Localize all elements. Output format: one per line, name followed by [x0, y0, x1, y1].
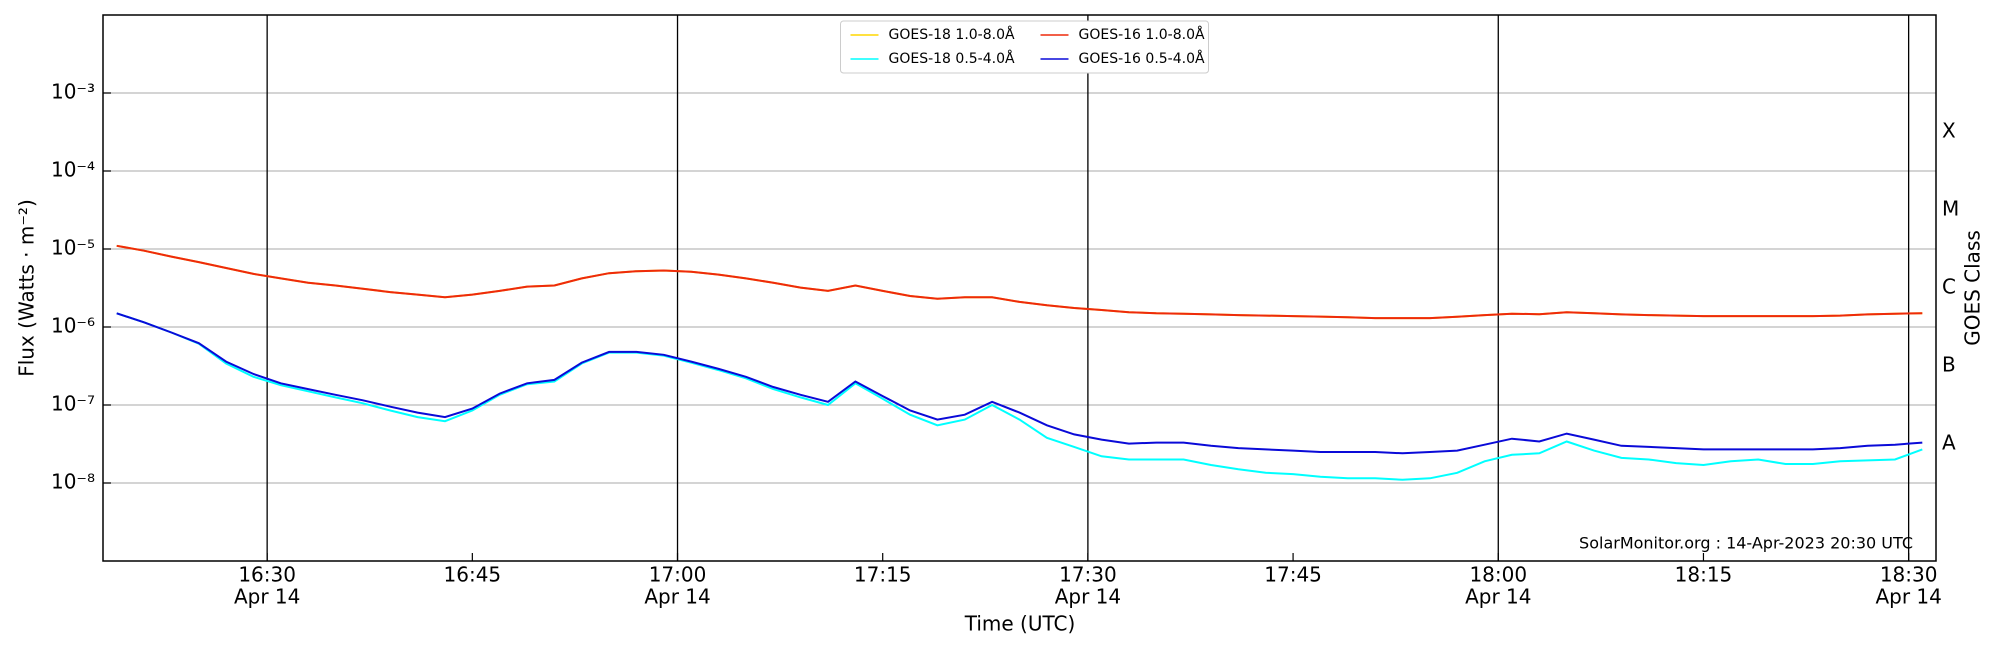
y-axis-label: Flux (Watts · m⁻²)	[15, 199, 39, 377]
y-tick-label: 10⁻⁶	[51, 314, 95, 338]
series-line	[116, 312, 1923, 481]
x-axis-label: Time (UTC)	[964, 612, 1076, 636]
y2-tick-label: C	[1942, 275, 1956, 299]
legend-label: GOES-18 1.0-8.0Å	[889, 26, 1015, 43]
legend-label: GOES-18 0.5-4.0Å	[889, 50, 1015, 67]
y-tick-label: 10⁻³	[51, 80, 95, 104]
x-tick-date: Apr 14	[1875, 585, 1941, 609]
series-line	[116, 244, 1923, 320]
x-tick-label: 17:45	[1264, 563, 1322, 587]
legend-label: GOES-16 0.5-4.0Å	[1079, 50, 1205, 67]
x-tick-label: 16:30	[238, 563, 296, 587]
y-tick-label: 10⁻⁴	[51, 158, 95, 182]
x-tick-label: 18:30	[1880, 563, 1938, 587]
x-tick-date: Apr 14	[234, 585, 300, 609]
x-tick-label: 18:15	[1675, 563, 1733, 587]
y2-tick-label: B	[1942, 353, 1956, 377]
y2-axis-label: GOES Class	[1961, 230, 1985, 346]
y2-tick-label: M	[1942, 197, 1959, 221]
x-tick-label: 17:30	[1059, 563, 1117, 587]
x-tick-label: 16:45	[444, 563, 502, 587]
x-tick-label: 17:15	[854, 563, 912, 587]
legend-box	[840, 20, 1209, 74]
series-line	[116, 244, 1923, 320]
x-tick-date: Apr 14	[644, 585, 710, 609]
y-tick-label: 10⁻⁷	[51, 392, 95, 416]
series-line	[116, 312, 1923, 455]
plot-frame	[102, 14, 1937, 562]
x-tick-date: Apr 14	[1055, 585, 1121, 609]
x-tick-label: 18:00	[1469, 563, 1527, 587]
x-tick-date: Apr 14	[1465, 585, 1531, 609]
annotation: SolarMonitor.org : 14-Apr-2023 20:30 UTC	[1579, 534, 1913, 553]
legend-label: GOES-16 1.0-8.0Å	[1079, 26, 1205, 43]
y-tick-label: 10⁻⁵	[51, 236, 95, 260]
y2-tick-label: X	[1942, 119, 1956, 143]
y2-tick-label: A	[1942, 431, 1956, 455]
y-tick-label: 10⁻⁸	[51, 470, 95, 494]
x-tick-label: 17:00	[649, 563, 707, 587]
